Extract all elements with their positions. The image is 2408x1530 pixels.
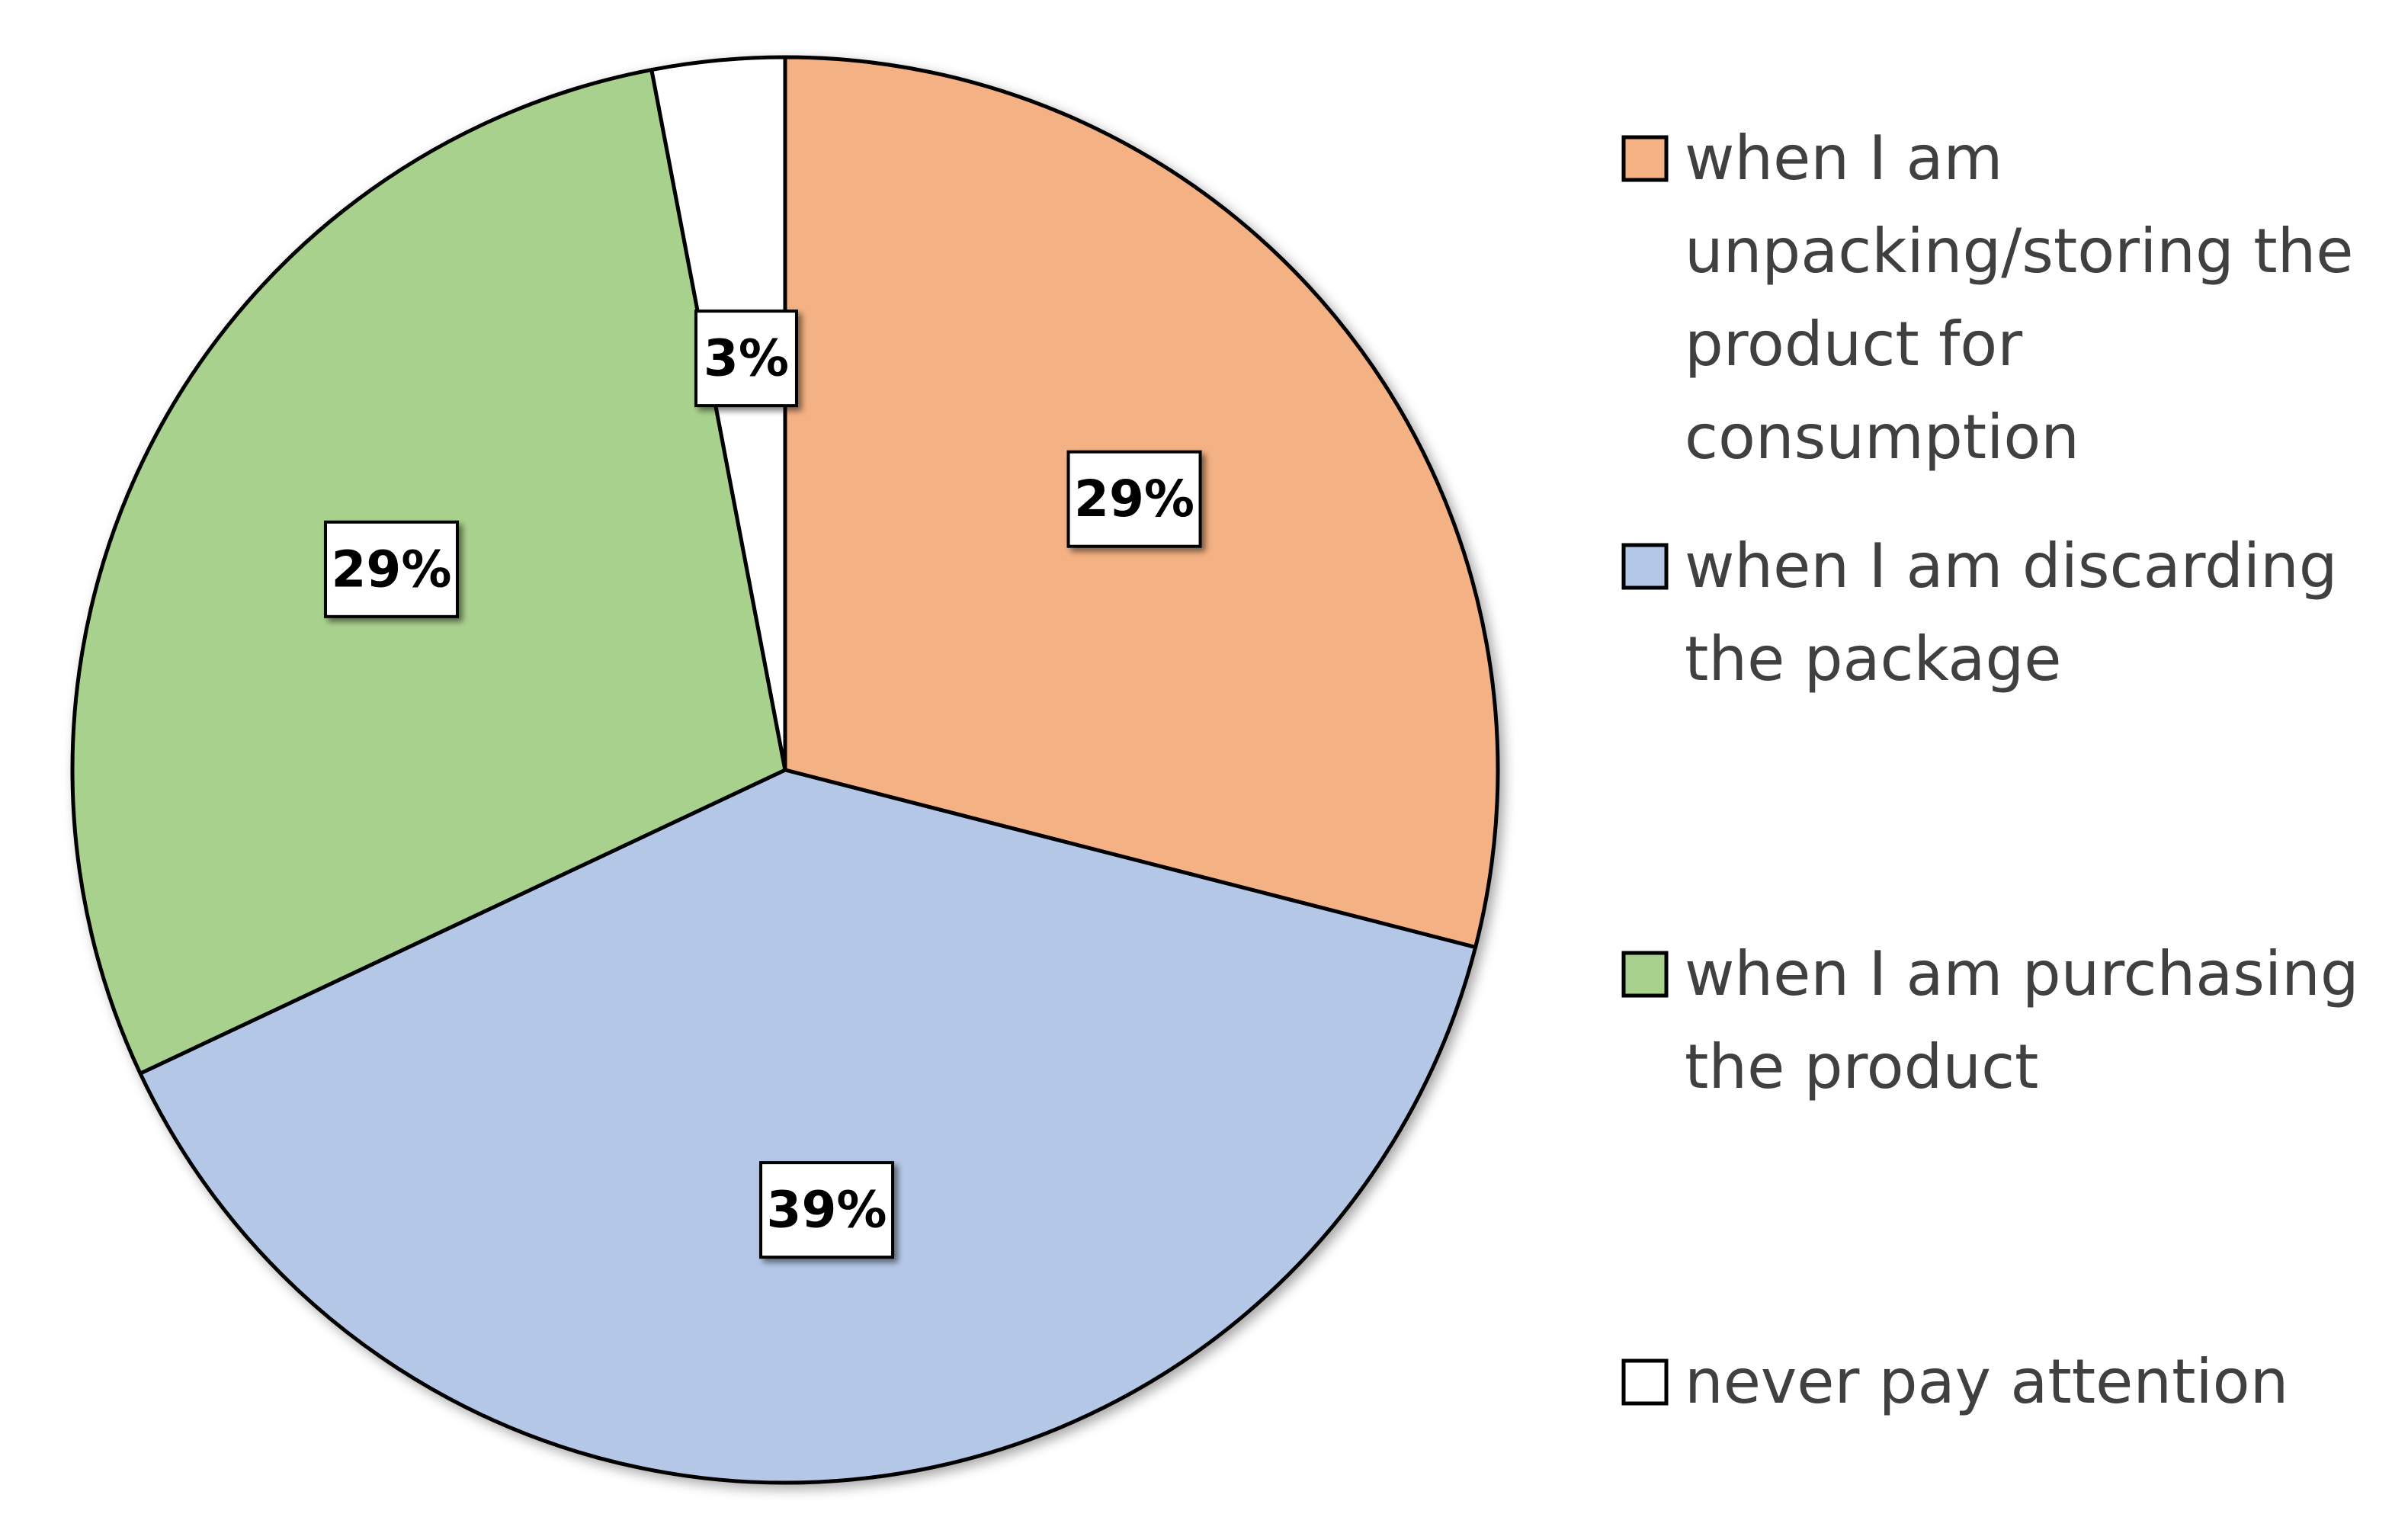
legend-label-line: product for	[1685, 309, 2022, 380]
legend-swatch	[1621, 135, 1669, 182]
legend-swatch	[1621, 1358, 1669, 1406]
legend-item-when-i-am-purchasing-the-product: when I am purchasing the product	[1621, 938, 2359, 1102]
data-label-when-i-am-unpacking-storing-the-product-for-consumption: 29%	[1066, 450, 1202, 548]
legend-label-line: never pay attention	[1685, 1346, 2288, 1417]
data-labels: 29% 39% 29% 3%	[323, 310, 1202, 1259]
data-label-box	[694, 310, 798, 408]
data-label-text: 29%	[1074, 470, 1194, 528]
legend-label-line: consumption	[1685, 402, 2079, 473]
legend-label-line: when I am discarding	[1685, 531, 2338, 601]
data-label-box	[323, 520, 459, 618]
legend-label-line: the package	[1685, 624, 2061, 694]
data-label-when-i-am-discarding-the-package: 39%	[759, 1161, 895, 1259]
data-label-text: 3%	[704, 329, 789, 388]
pie-slice-never-pay-attention	[649, 55, 787, 772]
legend-label-line: unpacking/storing the	[1685, 216, 2354, 287]
legend-label-line: when I am	[1685, 123, 2002, 194]
data-label-when-i-am-purchasing-the-product: 29%	[323, 520, 459, 618]
legend-item-when-i-am-unpacking-storing-the-product-for-consumption: when I am unpacking/storing the product fo…	[1621, 123, 2354, 473]
data-label-box	[1066, 450, 1202, 548]
pie-slice-when-i-am-discarding-the-package	[138, 768, 1478, 1485]
legend-label-line: when I am purchasing	[1685, 938, 2359, 1009]
data-label-never-pay-attention: 3%	[694, 310, 798, 408]
pie-slices	[70, 55, 1500, 1485]
legend: when I am unpacking/storing the product fo…	[1621, 123, 2359, 1417]
legend-label-line: the product	[1685, 1031, 2038, 1102]
legend-item-never-pay-attention: never pay attention	[1621, 1346, 2288, 1417]
legend-item-when-i-am-discarding-the-package: when I am discarding the package	[1621, 531, 2338, 694]
data-label-box	[759, 1161, 895, 1259]
data-label-text: 29%	[331, 540, 451, 598]
legend-swatch	[1621, 543, 1669, 590]
legend-swatch	[1621, 951, 1669, 998]
data-label-text: 39%	[767, 1181, 887, 1240]
